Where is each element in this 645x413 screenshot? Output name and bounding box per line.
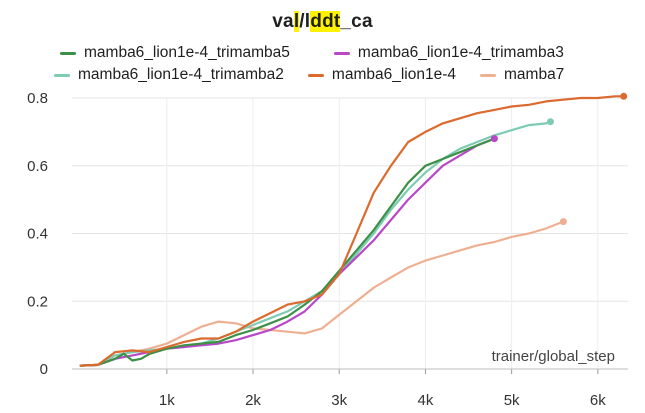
x-tick-label: 1k xyxy=(159,392,175,409)
title-part-1: va xyxy=(272,11,294,32)
series-end-point-mamba6_lion1e-4_trimamba3 xyxy=(490,135,498,143)
legend-swatch xyxy=(54,73,70,77)
legend-label: mamba6_lion1e-4 xyxy=(331,66,456,83)
legend-item-trimamba5[interactable]: mamba6_lion1e-4_trimamba5 xyxy=(60,44,290,62)
series-end-point-mamba6_lion1e-4 xyxy=(620,92,628,100)
series-lines xyxy=(79,95,625,367)
y-tick-label: 0.4 xyxy=(27,226,48,243)
legend-label: mamba6_lion1e-4_trimamba2 xyxy=(78,66,284,83)
y-tick-label: 0.2 xyxy=(27,293,48,310)
legend-swatch xyxy=(333,51,350,55)
legend-row-1: mamba6_lion1e-4_trimamba5 mamba6_lion1e-… xyxy=(60,42,630,64)
series-end-markers xyxy=(490,92,628,226)
series-line-mamba7 xyxy=(79,220,565,367)
legend-swatch xyxy=(60,51,76,55)
legend-row-2: mamba6_lion1e-4_trimamba2 mamba6_lion1e-… xyxy=(54,64,630,86)
y-tick-label: 0.6 xyxy=(27,158,48,175)
legend-label: mamba6_lion1e-4_trimamba3 xyxy=(357,44,564,61)
series-line-mamba6_lion1e-4_trimamba2 xyxy=(79,120,552,367)
y-tick-label: 0 xyxy=(40,361,48,378)
series-end-point-mamba6_lion1e-4_trimamba2 xyxy=(546,118,554,126)
y-axis: 0 0.2 0.4 0.6 0.8 xyxy=(27,90,48,378)
series-line-mamba6_lion1e-4 xyxy=(79,95,625,367)
legend-item-trimamba3[interactable]: mamba6_lion1e-4_trimamba3 xyxy=(333,44,564,62)
x-axis: 1k 2k 3k 4k 5k 6k xyxy=(72,368,628,409)
legend-item-lion1e-4[interactable]: mamba6_lion1e-4 xyxy=(307,66,456,84)
x-tick-label: 5k xyxy=(504,392,520,409)
legend-label: mamba7 xyxy=(504,66,565,83)
grid xyxy=(72,97,628,370)
x-tick-label: 4k xyxy=(418,392,434,409)
x-tick-label: 3k xyxy=(331,392,347,409)
title-highlight-2: ddt xyxy=(310,11,341,32)
chart-title: val/lddt_ca xyxy=(0,11,645,33)
x-tick-label: 6k xyxy=(590,392,606,409)
title-highlight-1: l xyxy=(293,11,300,32)
legend-swatch xyxy=(480,73,496,77)
legend-label: mamba6_lion1e-4_trimamba5 xyxy=(84,44,290,61)
legend-item-trimamba2[interactable]: mamba6_lion1e-4_trimamba2 xyxy=(54,66,284,84)
title-part-2: /l xyxy=(299,11,311,32)
y-tick-label: 0.8 xyxy=(27,90,48,107)
legend-item-mamba7[interactable]: mamba7 xyxy=(480,66,564,84)
chart-legend: mamba6_lion1e-4_trimamba5 mamba6_lion1e-… xyxy=(54,42,630,86)
series-line-mamba6_lion1e-4_trimamba5 xyxy=(79,137,496,367)
series-end-point-mamba7 xyxy=(559,218,567,226)
x-tick-label: 2k xyxy=(245,392,261,409)
legend-swatch xyxy=(307,73,324,77)
x-axis-title: trainer/global_step xyxy=(492,348,615,365)
title-part-3: _ca xyxy=(340,11,373,32)
